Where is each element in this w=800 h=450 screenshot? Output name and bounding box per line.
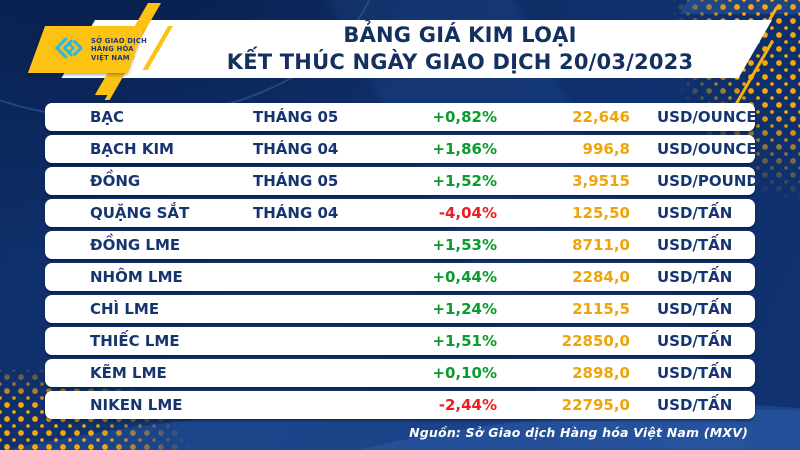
change-percent: -4,04% — [438, 204, 497, 222]
mxv-logo: SỞ GIAO DỊCH HÀNG HÓA VIỆT NAM — [27, 26, 147, 73]
price-unit: USD/TẤN — [657, 268, 733, 286]
change-percent: +1,52% — [432, 172, 497, 190]
price-value: 125,50 — [572, 204, 630, 222]
price-unit: USD/TẤN — [657, 396, 733, 414]
commodity-name: BẠCH KIM — [90, 140, 174, 158]
price-table: BẠC THÁNG 05 +0,82% 22,646 USD/OUNCE BẠC… — [45, 103, 759, 423]
change-percent: -2,44% — [438, 396, 497, 414]
change-percent: +0,44% — [432, 268, 497, 286]
change-percent: +1,86% — [432, 140, 497, 158]
price-unit: USD/POUND — [657, 172, 759, 190]
source-note: Nguồn: Sở Giao dịch Hàng hóa Việt Nam (M… — [409, 425, 748, 440]
commodity-name: CHÌ LME — [90, 300, 160, 318]
commodity-name: THIẾC LME — [90, 332, 180, 350]
title-line-2: KẾT THÚC NGÀY GIAO DỊCH 20/03/2023 — [226, 50, 694, 74]
contract-month: THÁNG 04 — [253, 204, 339, 222]
price-value: 22795,0 — [561, 396, 630, 414]
price-value: 2284,0 — [572, 268, 630, 286]
price-unit: USD/TẤN — [657, 300, 733, 318]
table-row: KẼM LME +0,10% 2898,0 USD/TẤN — [45, 359, 755, 387]
change-percent: +0,82% — [432, 108, 497, 126]
page-title: BẢNG GIÁ KIM LOẠI KẾT THÚC NGÀY GIAO DỊC… — [160, 22, 760, 76]
price-unit: USD/OUNCE — [657, 140, 757, 158]
table-row: NIKEN LME -2,44% 22795,0 USD/TẤN — [45, 391, 755, 419]
commodity-name: ĐỒNG LME — [90, 236, 181, 254]
change-percent: +1,51% — [432, 332, 497, 350]
logo-line-1: SỞ GIAO DỊCH — [91, 36, 147, 45]
commodity-name: KẼM LME — [90, 364, 167, 382]
table-row: BẠCH KIM THÁNG 04 +1,86% 996,8 USD/OUNCE — [45, 135, 757, 163]
price-unit: USD/TẤN — [657, 204, 733, 222]
change-percent: +0,10% — [432, 364, 497, 382]
price-value: 3,9515 — [572, 172, 630, 190]
logo-line-3: VIỆT NAM — [91, 53, 130, 62]
price-value: 8711,0 — [572, 236, 630, 254]
mxv-chevrons-icon — [53, 37, 87, 63]
contract-month: THÁNG 05 — [253, 108, 339, 126]
commodity-name: NIKEN LME — [90, 396, 183, 414]
title-line-1: BẢNG GIÁ KIM LOẠI — [343, 23, 577, 47]
table-row: THIẾC LME +1,51% 22850,0 USD/TẤN — [45, 327, 755, 355]
commodity-name: BẠC — [90, 108, 125, 126]
table-row: ĐỒNG THÁNG 05 +1,52% 3,9515 USD/POUND — [45, 167, 759, 195]
table-row: BẠC THÁNG 05 +0,82% 22,646 USD/OUNCE — [45, 103, 757, 131]
price-unit: USD/OUNCE — [657, 108, 757, 126]
price-unit: USD/TẤN — [657, 364, 733, 382]
price-value: 996,8 — [582, 140, 630, 158]
price-unit: USD/TẤN — [657, 236, 733, 254]
price-value: 2898,0 — [572, 364, 630, 382]
table-row: CHÌ LME +1,24% 2115,5 USD/TẤN — [45, 295, 755, 323]
table-row: QUẶNG SẮT THÁNG 04 -4,04% 125,50 USD/TẤN — [45, 199, 755, 227]
price-value: 22,646 — [572, 108, 630, 126]
logo-text: SỞ GIAO DỊCH HÀNG HÓA VIỆT NAM — [91, 37, 147, 62]
logo-line-2: HÀNG HÓA — [91, 45, 134, 54]
contract-month: THÁNG 04 — [253, 140, 339, 158]
commodity-name: ĐỒNG — [90, 172, 141, 190]
table-row: ĐỒNG LME +1,53% 8711,0 USD/TẤN — [45, 231, 755, 259]
price-value: 22850,0 — [561, 332, 630, 350]
commodity-name: QUẶNG SẮT — [90, 204, 190, 222]
change-percent: +1,24% — [432, 300, 497, 318]
commodity-name: NHÔM LME — [90, 268, 183, 286]
contract-month: THÁNG 05 — [253, 172, 339, 190]
change-percent: +1,53% — [432, 236, 497, 254]
table-row: NHÔM LME +0,44% 2284,0 USD/TẤN — [45, 263, 755, 291]
price-unit: USD/TẤN — [657, 332, 733, 350]
price-value: 2115,5 — [572, 300, 630, 318]
